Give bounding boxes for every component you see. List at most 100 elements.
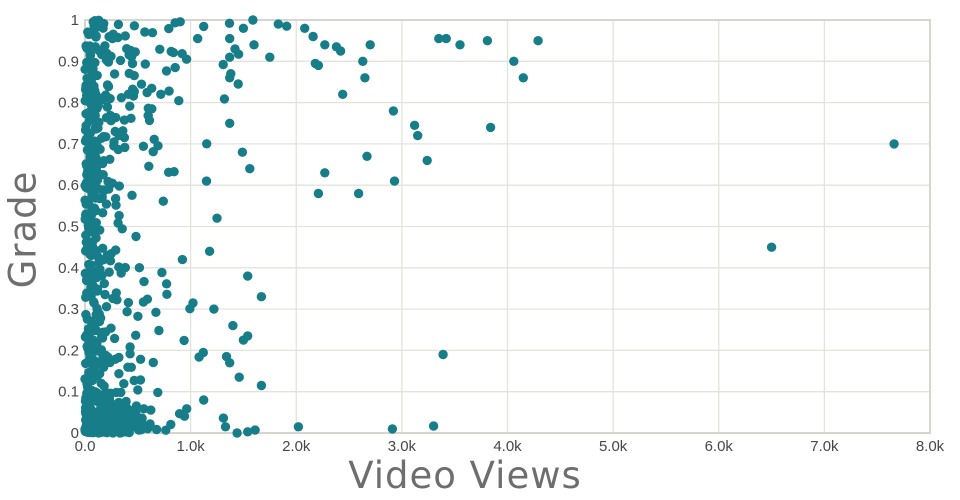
data-point <box>212 213 222 223</box>
data-point <box>282 21 292 31</box>
y-tick-label: 0.4 <box>58 260 79 277</box>
data-point <box>106 249 116 259</box>
data-point <box>107 33 118 44</box>
y-tick-label: 0.6 <box>58 177 79 194</box>
data-point <box>98 131 109 142</box>
data-point <box>158 196 168 206</box>
y-tick-label: 0.3 <box>58 301 79 318</box>
data-point <box>154 325 164 336</box>
data-point <box>218 413 229 423</box>
data-point <box>313 188 324 199</box>
y-tick-label: 0.8 <box>58 95 79 112</box>
data-point <box>182 404 192 414</box>
data-point <box>358 56 368 66</box>
data-point <box>151 424 162 435</box>
data-point <box>166 46 176 57</box>
data-point <box>238 23 249 33</box>
data-point <box>300 23 310 33</box>
data-point <box>482 36 493 46</box>
data-point <box>84 63 94 73</box>
data-point <box>94 411 105 421</box>
data-point <box>428 421 439 431</box>
data-point <box>116 93 127 103</box>
data-point <box>166 419 176 430</box>
data-point <box>441 33 451 44</box>
data-point <box>98 255 109 265</box>
data-point <box>135 414 145 424</box>
data-point <box>256 380 267 391</box>
data-point <box>84 171 95 181</box>
data-point <box>234 372 244 382</box>
data-point <box>225 33 235 44</box>
data-point <box>96 378 106 388</box>
data-point <box>194 352 204 362</box>
data-point <box>202 139 212 149</box>
data-point <box>82 73 92 84</box>
x-axis-title: Video Views <box>348 454 582 497</box>
data-point <box>438 349 448 360</box>
data-point <box>422 155 432 166</box>
data-point <box>140 59 150 69</box>
data-point <box>362 151 372 161</box>
data-point <box>248 15 258 25</box>
data-point <box>144 161 154 171</box>
data-point <box>106 323 116 333</box>
data-point <box>455 40 465 50</box>
data-point <box>518 73 528 83</box>
data-point <box>105 154 115 164</box>
x-tick-label: 7.0k <box>810 438 839 455</box>
data-point <box>181 54 192 64</box>
data-point <box>153 387 163 398</box>
x-tick-label: 0.0 <box>75 438 96 455</box>
data-point <box>116 387 126 398</box>
data-point <box>91 32 101 42</box>
data-point <box>149 134 159 144</box>
data-point <box>89 108 100 119</box>
data-point <box>233 79 243 89</box>
data-point <box>120 31 130 41</box>
data-point <box>123 89 134 100</box>
data-point <box>96 345 107 355</box>
data-point <box>84 374 94 384</box>
data-point <box>199 395 209 405</box>
data-point <box>99 278 110 289</box>
data-point <box>82 214 92 225</box>
data-point <box>95 369 105 379</box>
data-point <box>157 267 167 278</box>
data-point <box>104 267 114 277</box>
data-point <box>313 60 324 71</box>
data-point <box>114 210 124 221</box>
data-point <box>145 419 155 429</box>
data-point <box>109 69 120 79</box>
data-point <box>243 331 253 341</box>
data-point <box>91 193 101 203</box>
data-point <box>533 36 543 46</box>
data-point <box>120 142 130 153</box>
data-point <box>124 50 134 60</box>
data-point <box>83 382 93 392</box>
data-point <box>387 424 398 434</box>
data-point <box>353 188 364 199</box>
data-point <box>82 238 93 248</box>
data-point <box>233 49 244 59</box>
data-point <box>409 120 420 130</box>
data-point <box>170 62 180 73</box>
data-point <box>92 118 103 129</box>
data-point <box>147 28 158 38</box>
data-point <box>140 27 150 37</box>
data-point <box>98 208 108 218</box>
data-point <box>338 89 348 100</box>
data-point <box>320 168 330 178</box>
data-point <box>127 190 137 200</box>
data-point <box>97 93 108 103</box>
y-tick-label: 0 <box>71 425 79 442</box>
data-point <box>161 279 172 289</box>
data-point <box>93 168 104 179</box>
data-point <box>115 55 126 66</box>
x-tick-label: 5.0k <box>599 438 628 455</box>
data-point <box>144 115 155 126</box>
data-point <box>91 18 102 29</box>
data-point <box>889 139 899 149</box>
data-point <box>389 176 400 186</box>
